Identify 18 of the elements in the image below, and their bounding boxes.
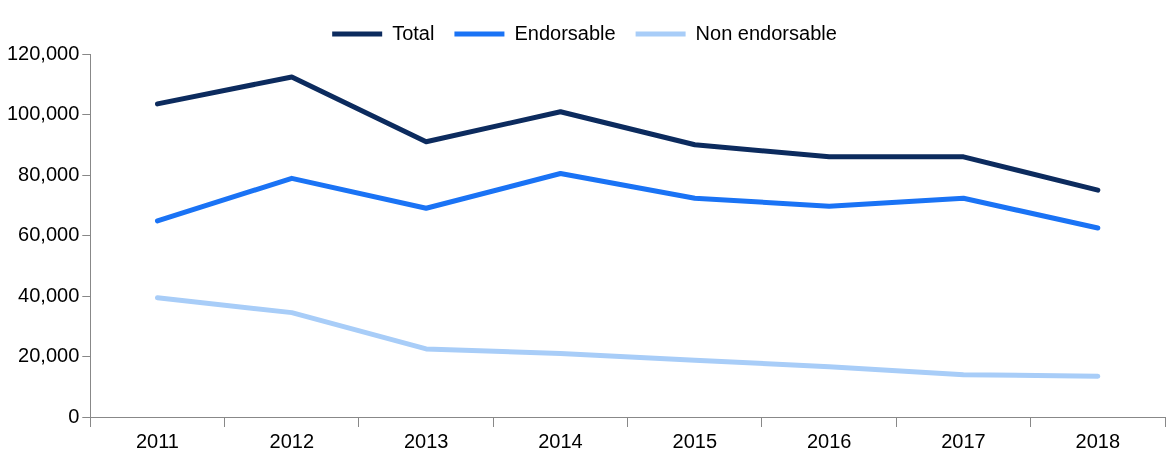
y-tick-label: 120,000	[7, 41, 80, 64]
legend-label: Endorsable	[514, 21, 616, 44]
legend-label: Non endorsable	[695, 21, 837, 44]
y-tick-label: 0	[68, 404, 80, 427]
legend-label: Total	[392, 21, 435, 44]
y-tick-label: 20,000	[18, 344, 80, 367]
x-tick-label: 2014	[538, 429, 583, 452]
y-tick-label: 100,000	[7, 102, 80, 125]
x-tick-label: 2012	[269, 429, 315, 452]
x-tick-label: 2011	[135, 429, 179, 452]
x-tick-label: 2015	[672, 429, 718, 452]
x-tick-label: 2013	[403, 429, 449, 452]
y-tick-label: 80,000	[18, 162, 80, 185]
x-tick-label: 2016	[806, 429, 852, 452]
y-tick-label: 40,000	[18, 283, 80, 306]
x-tick-label: 2017	[941, 429, 986, 452]
y-tick-label: 60,000	[18, 223, 80, 246]
x-tick-label: 2018	[1075, 429, 1121, 452]
